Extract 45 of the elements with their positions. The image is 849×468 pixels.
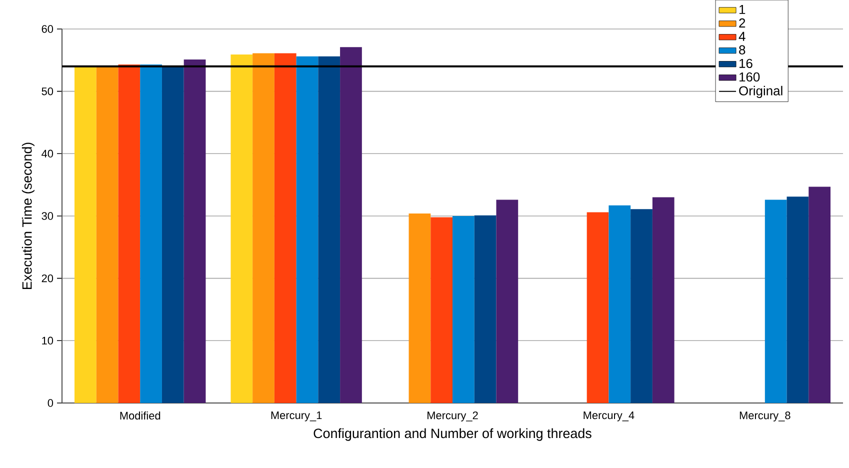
x-axis-title: Configurantion and Number of working threads bbox=[314, 428, 592, 441]
bar bbox=[408, 213, 431, 403]
bar bbox=[252, 53, 274, 403]
bar bbox=[230, 54, 253, 403]
bar bbox=[652, 197, 674, 403]
bar bbox=[608, 205, 631, 403]
bar bbox=[318, 56, 340, 403]
bar bbox=[452, 216, 474, 403]
bar bbox=[340, 47, 362, 403]
bar bbox=[96, 67, 118, 403]
bar bbox=[118, 64, 140, 403]
bar bbox=[474, 215, 496, 403]
y-tick-label: 10 bbox=[42, 336, 54, 345]
x-tick-label: Mercury_1 bbox=[271, 412, 322, 422]
x-tick-label: Mercury_2 bbox=[428, 412, 478, 422]
y-tick-label: 60 bbox=[42, 25, 54, 33]
bar bbox=[140, 64, 162, 403]
bar bbox=[274, 53, 296, 403]
legend-label: 16 bbox=[740, 58, 752, 68]
y-tick-label: 20 bbox=[42, 274, 54, 282]
bar bbox=[74, 67, 96, 403]
bar bbox=[808, 186, 831, 403]
bar bbox=[496, 200, 518, 403]
bar bbox=[430, 217, 453, 403]
bar bbox=[586, 212, 609, 403]
y-tick-label: 40 bbox=[42, 150, 54, 158]
legend-label: 4 bbox=[738, 32, 746, 41]
bar bbox=[184, 60, 206, 403]
y-tick-label: 30 bbox=[42, 212, 54, 220]
bar bbox=[630, 209, 652, 403]
y-axis-title: Execution Time (second) bbox=[22, 142, 34, 290]
x-tick-label: Modified bbox=[120, 412, 160, 420]
bar bbox=[764, 200, 787, 403]
bar bbox=[786, 196, 809, 403]
legend-label: 1 bbox=[740, 5, 746, 14]
y-tick-label: 0 bbox=[48, 399, 54, 407]
y-tick-label: 50 bbox=[42, 87, 54, 96]
bar bbox=[162, 66, 184, 403]
bar bbox=[296, 56, 318, 403]
x-tick-label: Mercury_8 bbox=[740, 412, 790, 422]
legend-label: 160 bbox=[740, 72, 760, 82]
legend-label: 8 bbox=[739, 45, 746, 54]
legend-label: Original bbox=[739, 86, 782, 98]
x-tick-label: Mercury_4 bbox=[584, 412, 634, 422]
legend-label: 2 bbox=[739, 18, 746, 28]
